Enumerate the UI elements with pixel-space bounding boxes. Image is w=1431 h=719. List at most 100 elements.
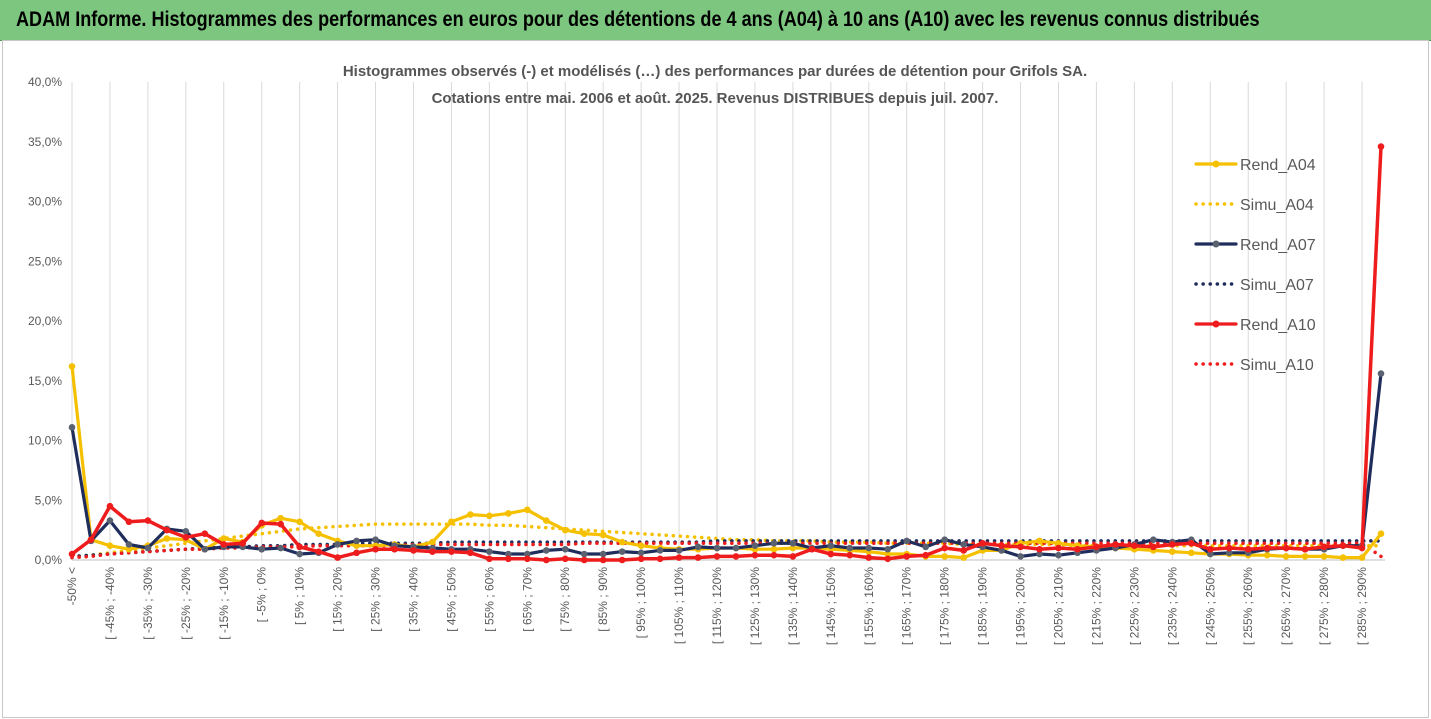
data-point-rend-a04 <box>125 545 133 553</box>
data-point-rend-a04 <box>542 517 550 524</box>
y-axis: 0,0% 5,0% 10,0% 15,0% 20,0% 25,0% 30,0% 35,0% 40… <box>28 75 62 567</box>
data-point-rend-a10 <box>1358 544 1366 552</box>
x-tick-label: [ 85% ; 90% <box>596 567 610 632</box>
data-point-rend-a07 <box>1150 536 1157 543</box>
x-tick-label: [ 235% ; 240% <box>1165 567 1179 645</box>
data-point-rend-a10 <box>1055 544 1062 552</box>
data-point-rend-a07 <box>713 544 721 552</box>
legend-label-rend-a07: Rend_A07 <box>1240 237 1316 254</box>
data-point-rend-a10 <box>998 542 1005 549</box>
data-point-rend-a10 <box>542 556 550 564</box>
data-point-rend-a04 <box>353 542 360 549</box>
x-tick-label: [ 215% ; 220% <box>1089 567 1103 645</box>
data-point-rend-a10 <box>1169 541 1176 548</box>
data-point-rend-a10 <box>467 549 474 557</box>
vertical-gridlines <box>71 82 1385 561</box>
x-tick-label: [ 25% ; 30% <box>369 567 383 632</box>
data-point-rend-a10 <box>220 541 228 548</box>
x-tick-label: [ 125% ; 130% <box>748 567 762 645</box>
x-tick-label: [ 15% ; 20% <box>331 567 345 632</box>
data-point-rend-a10 <box>1282 544 1290 552</box>
data-point-rend-a04 <box>1339 554 1347 561</box>
data-point-rend-a10 <box>144 517 152 524</box>
x-axis: -50% < [ -45% ; -40% [ -35% ; -30% [ -25% ;… <box>65 567 1369 645</box>
chart-legend: Rend_A04 Simu_A04 Rend_A07 Simu_A07 Rend_A10… <box>1194 157 1316 374</box>
data-point-rend-a04 <box>1358 554 1366 561</box>
series-line-simu-a07 <box>70 539 1383 559</box>
data-point-rend-a10 <box>334 554 341 561</box>
y-tick-label: 40,0% <box>28 75 62 89</box>
x-tick-label: [ -25% ; -20% <box>179 567 193 640</box>
data-point-rend-a04 <box>524 506 531 514</box>
data-point-rend-a07 <box>846 544 854 552</box>
data-point-rend-a07 <box>637 549 645 557</box>
data-point-rend-a10 <box>1093 543 1100 551</box>
legend-label-rend-a04: Rend_A04 <box>1240 157 1316 174</box>
data-point-rend-a07 <box>372 536 379 543</box>
data-point-rend-a10 <box>1377 143 1385 150</box>
data-point-rend-a10 <box>163 526 171 534</box>
data-point-rend-a10 <box>1131 542 1138 549</box>
data-point-rend-a10 <box>751 551 759 559</box>
x-tick-label: [ -35% ; -30% <box>141 567 155 640</box>
data-point-rend-a10 <box>694 554 702 561</box>
data-point-rend-a07 <box>68 424 76 431</box>
data-point-rend-a10 <box>1225 544 1233 552</box>
data-point-rend-a04 <box>789 544 797 552</box>
x-tick-label: [ 45% ; 50% <box>444 567 458 632</box>
data-point-rend-a10 <box>656 555 664 563</box>
data-point-rend-a04 <box>960 554 967 561</box>
data-point-rend-a04 <box>770 545 778 553</box>
data-point-rend-a07 <box>694 543 702 551</box>
legend-label-simu-a10: Simu_A10 <box>1240 357 1314 374</box>
x-tick-label: [ 185% ; 190% <box>976 567 990 645</box>
data-point-rend-a10 <box>846 551 854 559</box>
data-point-rend-a10 <box>125 518 133 526</box>
y-tick-label: 20,0% <box>28 314 62 328</box>
legend-label-simu-a07: Simu_A07 <box>1240 277 1314 294</box>
data-point-rend-a07 <box>561 545 569 553</box>
legend-marker-rend-a07 <box>1212 240 1220 248</box>
x-tick-label: [ 155% ; 160% <box>862 567 876 645</box>
x-tick-label: [ 255% ; 260% <box>1241 567 1255 645</box>
data-point-rend-a07 <box>125 541 133 548</box>
x-tick-label: [ 5% ; 10% <box>293 567 307 625</box>
data-point-rend-a10 <box>410 547 417 554</box>
data-point-rend-a07 <box>296 550 303 558</box>
data-point-rend-a10 <box>258 519 266 527</box>
data-point-rend-a04 <box>448 518 455 526</box>
data-point-rend-a10 <box>770 551 778 559</box>
series-line-simu-a10 <box>70 541 1383 560</box>
data-point-rend-a10 <box>1263 544 1271 552</box>
data-point-rend-a04 <box>486 512 493 520</box>
data-point-rend-a07 <box>998 547 1005 554</box>
data-point-rend-a07 <box>1377 370 1385 377</box>
data-point-rend-a10 <box>732 553 740 560</box>
data-point-rend-a07 <box>1017 553 1024 560</box>
data-point-rend-a04 <box>561 526 569 534</box>
data-point-rend-a07 <box>903 537 911 545</box>
data-point-rend-a04 <box>1301 553 1309 560</box>
data-point-rend-a10 <box>524 555 531 563</box>
data-point-rend-a10 <box>1017 543 1024 551</box>
report-banner: ADAM Informe. Histogrammes des performan… <box>0 0 1431 41</box>
data-point-rend-a10 <box>1112 541 1119 548</box>
data-point-rend-a10 <box>599 556 607 564</box>
data-point-rend-a10 <box>1036 545 1043 553</box>
data-point-rend-a07 <box>656 547 664 554</box>
data-point-rend-a10 <box>505 555 512 563</box>
x-tick-label: [ 205% ; 210% <box>1051 567 1065 645</box>
data-point-rend-a07 <box>580 550 588 558</box>
data-point-rend-a10 <box>201 530 209 538</box>
data-point-rend-a04 <box>580 530 588 538</box>
data-point-rend-a04 <box>429 538 436 546</box>
chart-subtitle: Cotations entre mai. 2006 et août. 2025.… <box>432 90 999 107</box>
data-point-rend-a10 <box>922 551 929 559</box>
report-title: ADAM Informe. Histogrammes des performan… <box>16 8 1260 31</box>
data-point-rend-a10 <box>1187 539 1195 547</box>
data-point-rend-a07 <box>277 544 284 552</box>
x-tick-label: [ 35% ; 40% <box>406 567 420 632</box>
data-point-rend-a10 <box>979 539 986 547</box>
x-tick-label: [ 225% ; 230% <box>1127 567 1141 645</box>
